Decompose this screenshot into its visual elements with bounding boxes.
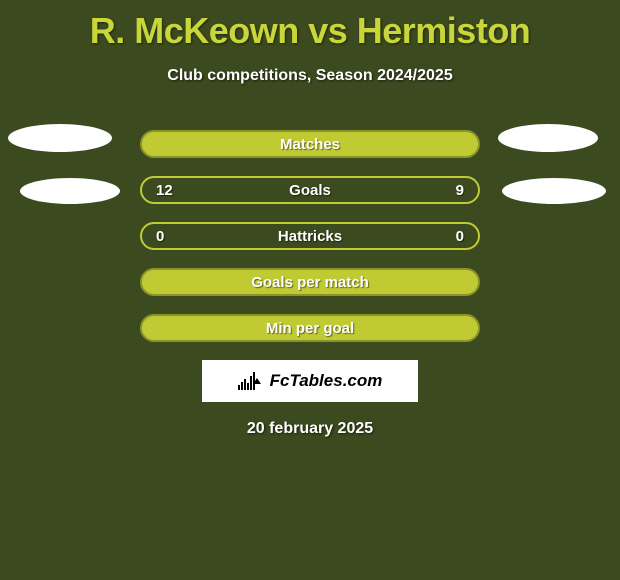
stat-label: Goals per match	[251, 274, 369, 291]
stat-label: Matches	[280, 136, 340, 153]
stat-row-hattricks: 0 Hattricks 0	[140, 222, 480, 250]
date-text: 20 february 2025	[0, 420, 620, 438]
logo-text: FcTables.com	[270, 371, 383, 391]
stat-row-matches: Matches	[140, 130, 480, 158]
stat-right-value: 0	[456, 228, 464, 245]
stat-left-value: 0	[156, 228, 164, 245]
player-ellipse-right-1	[498, 124, 598, 152]
stat-label: Min per goal	[266, 320, 354, 337]
stat-row-goals: 12 Goals 9	[140, 176, 480, 204]
logo-bars-icon	[238, 372, 264, 390]
stat-rows-container: Matches 12 Goals 9 0 Hattricks 0 Goals p…	[0, 130, 620, 342]
fctables-logo: FcTables.com	[202, 360, 418, 402]
stat-row-min-per-goal: Min per goal	[140, 314, 480, 342]
stat-right-value: 9	[456, 182, 464, 199]
stat-row-goals-per-match: Goals per match	[140, 268, 480, 296]
stat-label: Goals	[289, 182, 331, 199]
stat-label: Hattricks	[278, 228, 342, 245]
player-ellipse-left-2	[20, 178, 120, 204]
player-ellipse-left-1	[8, 124, 112, 152]
page-title: R. McKeown vs Hermiston	[0, 0, 620, 52]
subtitle: Club competitions, Season 2024/2025	[0, 67, 620, 85]
stat-left-value: 12	[156, 182, 173, 199]
player-ellipse-right-2	[502, 178, 606, 204]
